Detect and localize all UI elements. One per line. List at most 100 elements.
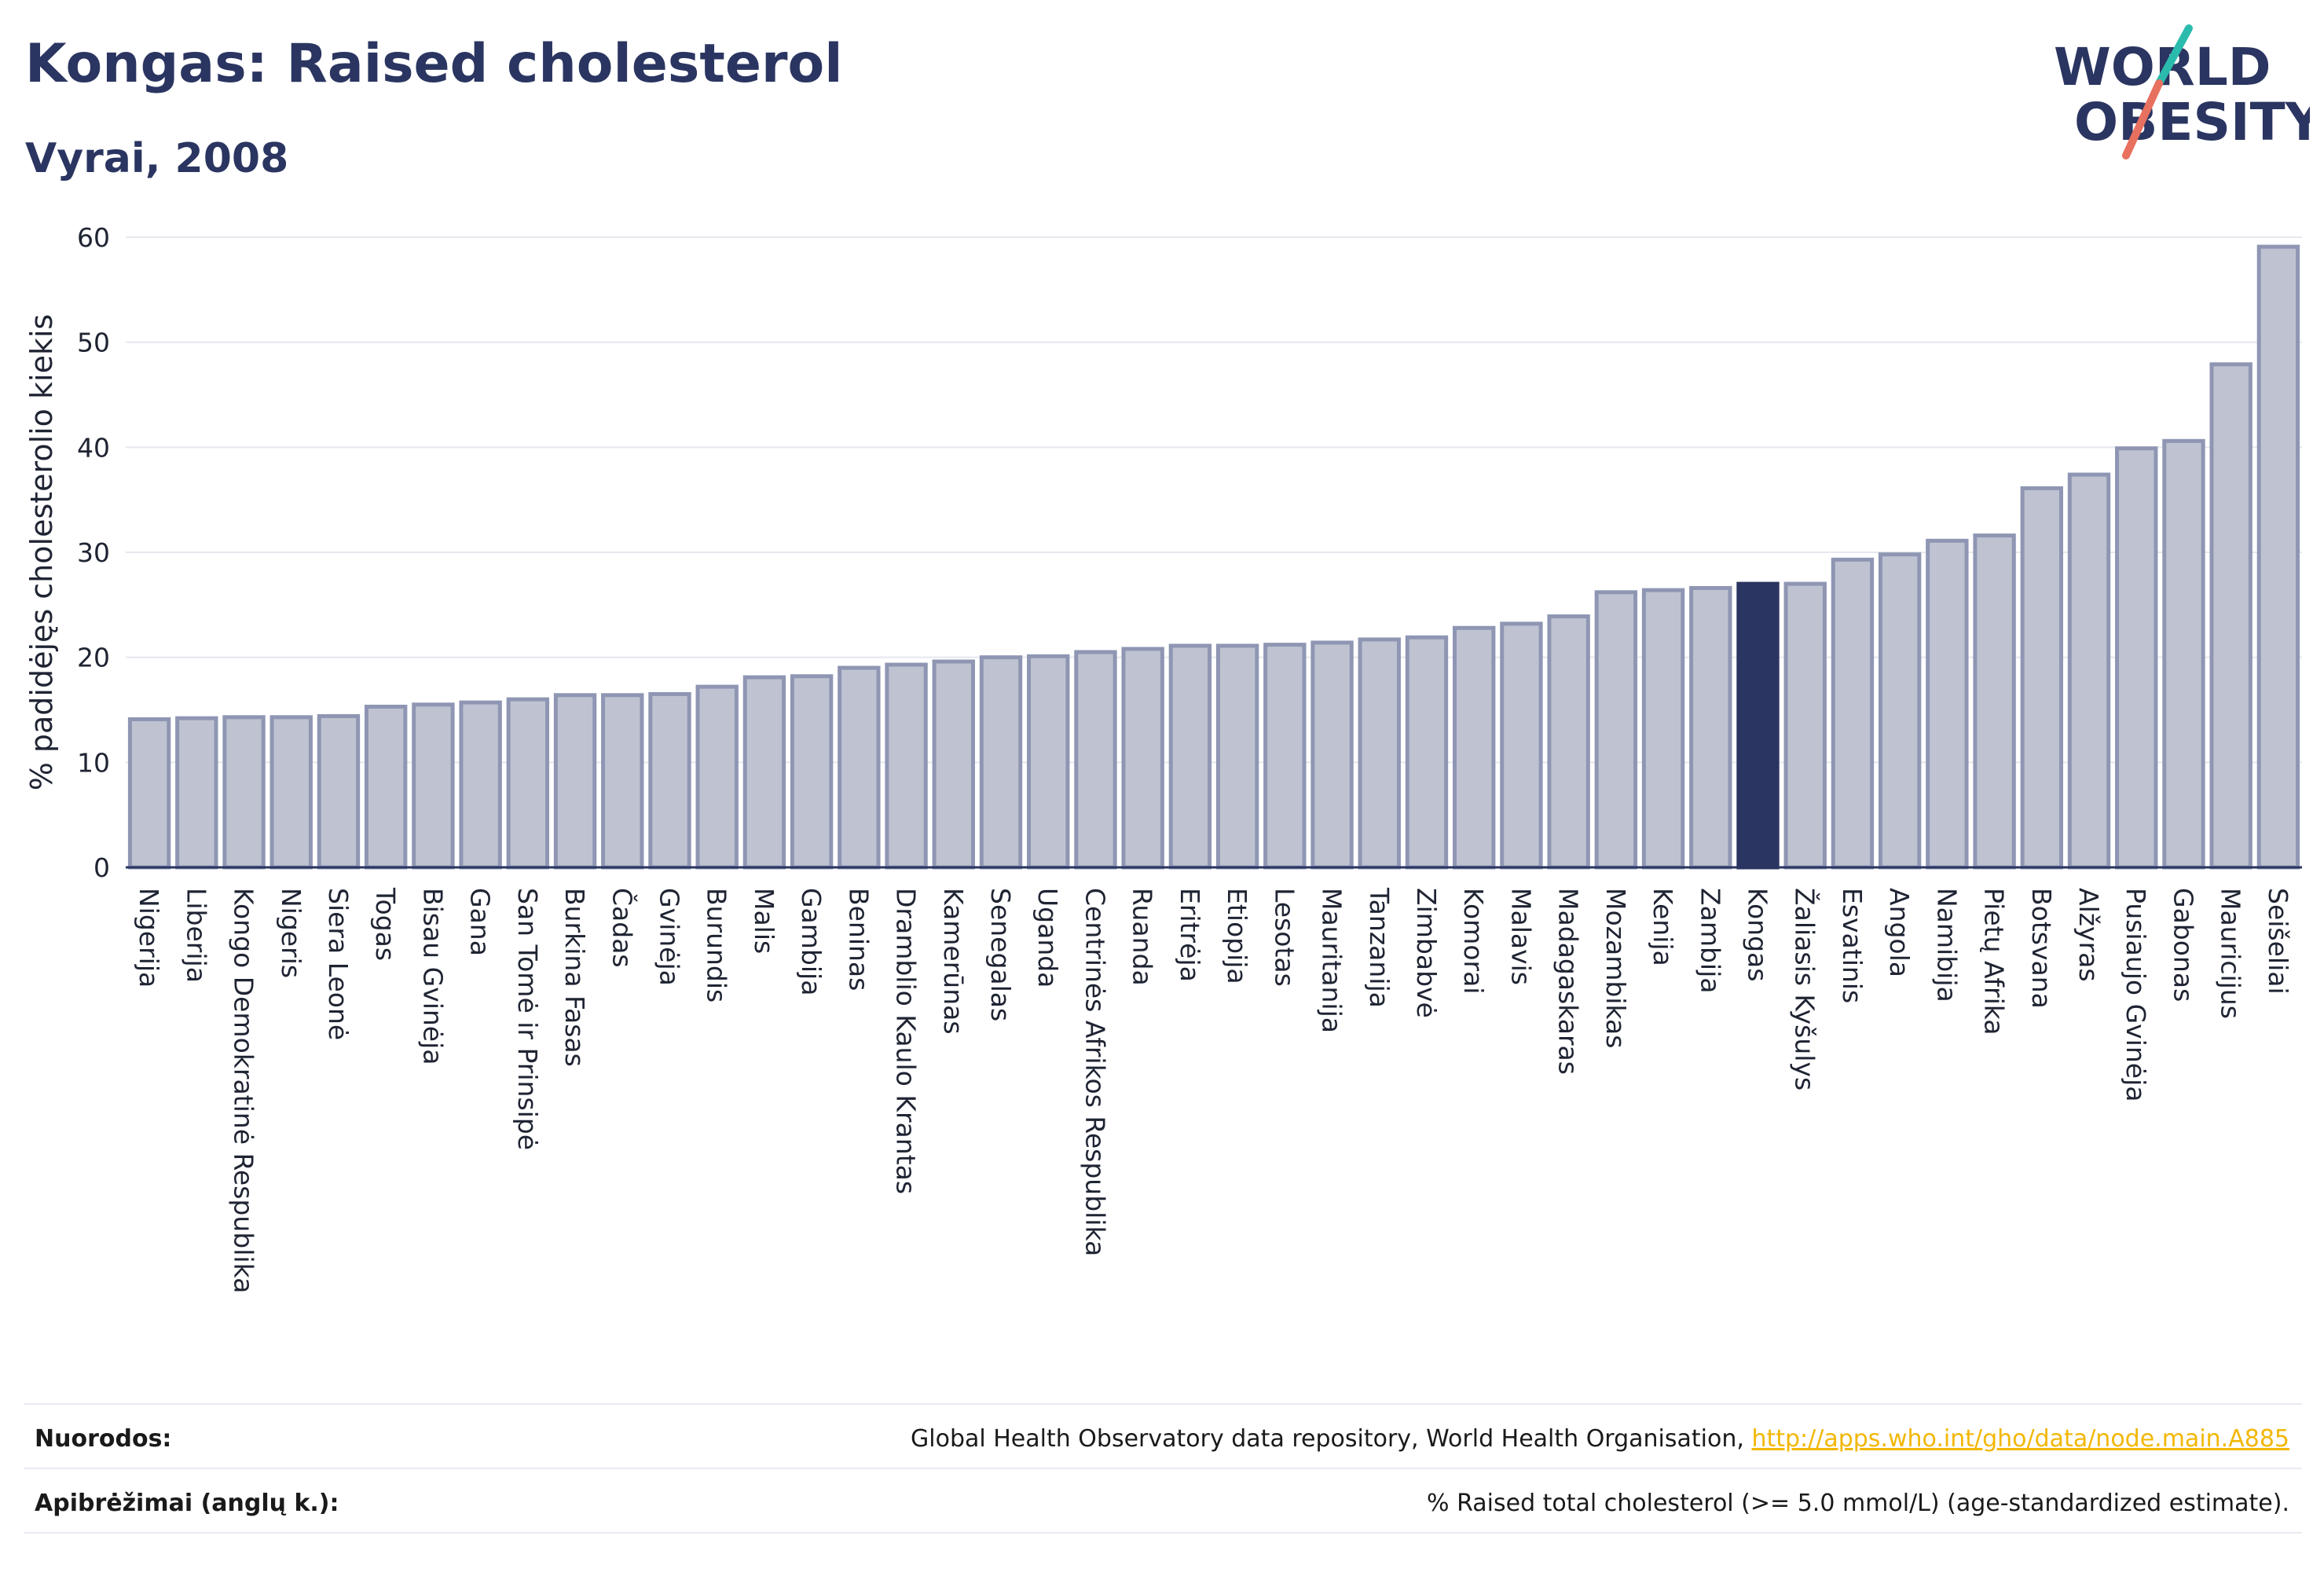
world-obesity-logo: WORLD OBESITY [2054,24,2310,159]
bar-5 [365,704,408,870]
footer-divider-middle [24,1468,2302,1469]
bar-33 [1689,585,1732,870]
bar-16 [885,662,928,870]
bar-19 [1027,654,1070,870]
y-tick-label: 10 [77,747,110,778]
bar-6 [412,702,455,870]
bar-8 [506,697,550,870]
sources-text: Global Health Observatory data repositor… [911,1425,1752,1453]
x-category-label: Gvinėja [654,888,685,986]
y-tick-label: 20 [77,643,110,673]
footer-divider-top [24,1403,2302,1405]
bar-0 [127,717,171,870]
x-category-label: Siera Leonė [323,888,354,1040]
bar-4 [317,714,361,870]
logo-slash-red [2122,79,2163,159]
bar-11 [648,691,691,870]
x-category-label: Gana [465,888,496,956]
x-category-label: Komorai [1458,888,1489,994]
x-category-label: Mauritanija [1317,888,1347,1033]
logo-line2: OBESITY [2074,92,2310,152]
bar-7 [459,700,502,870]
x-category-label: Kenija [1648,888,1678,966]
x-category-label: Beninas [843,888,874,991]
bar-12 [695,684,739,870]
bar-9 [553,693,597,870]
bar-30 [1547,614,1590,870]
x-category-label: Burundis [702,888,732,1002]
y-axis-label: % padidėjęs cholesterolio kiekis [24,314,59,791]
sources-value: Global Health Observatory data repositor… [911,1425,2289,1453]
y-tick-label: 60 [77,222,110,253]
bar-29 [1500,621,1543,870]
bar-17 [932,659,975,870]
x-category-label: Malavis [1505,888,1536,985]
bar-14 [790,674,834,870]
bar-15 [838,665,881,870]
x-category-label: Nigerija [134,888,164,988]
bar-34 [1736,581,1780,870]
page-title: Kongas: Raised cholesterol [25,33,843,95]
bar-42 [2115,446,2158,870]
y-tick-label: 0 [93,852,110,883]
x-category-label: Esvatinis [1837,888,1868,1003]
bar-45 [2256,244,2300,870]
bar-39 [1973,533,2016,870]
bar-10 [601,693,644,870]
bar-25 [1310,640,1354,870]
bar-36 [1831,557,1875,870]
y-tick-label: 50 [77,328,110,358]
x-category-label: Pusiaujo Gvinėja [2121,888,2151,1101]
y-tick-labels: 0 10 20 30 40 50 60 [77,222,110,883]
sources-label: Nuorodos: [35,1425,172,1453]
bar-21 [1121,647,1164,870]
bar-41 [2067,472,2111,870]
bar-27 [1405,635,1449,870]
definitions-row: Apibrėžimai (anglų k.): % Raised total c… [35,1490,2289,1537]
bar-40 [2020,486,2063,870]
bar-24 [1263,643,1307,870]
x-category-label: Centrinės Afrikos Respublika [1080,888,1110,1256]
x-category-label: Pietų Afrika [1979,888,2010,1035]
logo-line1: WORLD [2054,37,2271,97]
bar-32 [1641,588,1685,870]
x-category-label: Čadas [607,888,638,968]
x-category-label: Eritrėja [1175,888,1205,982]
sources-row: Nuorodos: Global Health Observatory data… [35,1425,2289,1472]
x-category-label: Kongas [1743,888,1773,981]
bar-1 [175,716,218,870]
x-category-label: Seišeliai [2263,888,2293,995]
x-category-label: Burkina Fasas [559,888,590,1067]
x-category-labels: Nigerija Liberija Kongo Demokratinė Respub… [134,887,2293,1293]
sources-link[interactable]: http://apps.who.int/gho/data/node.main.A… [1751,1425,2289,1453]
bar-38 [1926,538,1969,870]
bar-31 [1594,590,1638,870]
x-category-label: Alžyras [2073,888,2104,982]
x-category-label: Angola [1884,888,1915,977]
y-tick-label: 40 [77,432,110,463]
x-category-label: Mauricijus [2216,888,2246,1019]
bar-28 [1453,625,1496,870]
bar-43 [2162,438,2205,870]
bar-3 [269,715,313,870]
bar-37 [1878,552,1922,870]
definitions-value: % Raised total cholesterol (>= 5.0 mmol/… [1427,1490,2289,1517]
bar-23 [1215,643,1259,870]
bar-44 [2209,362,2253,870]
x-category-label: Mozambikas [1600,888,1631,1048]
bar-35 [1783,581,1827,870]
x-category-label: Lesotas [1269,888,1299,987]
x-category-label: Kamerūnas [938,888,969,1035]
definitions-label: Apibrėžimai (anglų k.): [35,1490,339,1517]
footer-divider-bottom [24,1532,2302,1534]
y-tick-label: 30 [77,537,110,568]
x-category-label: Zambija [1695,888,1725,993]
bars [126,244,2302,870]
bar-chart: 0 10 20 30 40 50 60 Nigerija Liberija Kongo Demo… [24,222,2302,1293]
x-category-label: Senegalas [985,888,1016,1021]
bar-18 [979,655,1023,870]
x-category-label: Botsvana [2026,888,2057,1009]
x-category-label: San Tomė ir Prinsipė [512,888,543,1150]
x-category-label: Bisau Gvinėja [417,888,448,1065]
x-category-label: Dramblio Kaulo Krantas [891,888,922,1194]
